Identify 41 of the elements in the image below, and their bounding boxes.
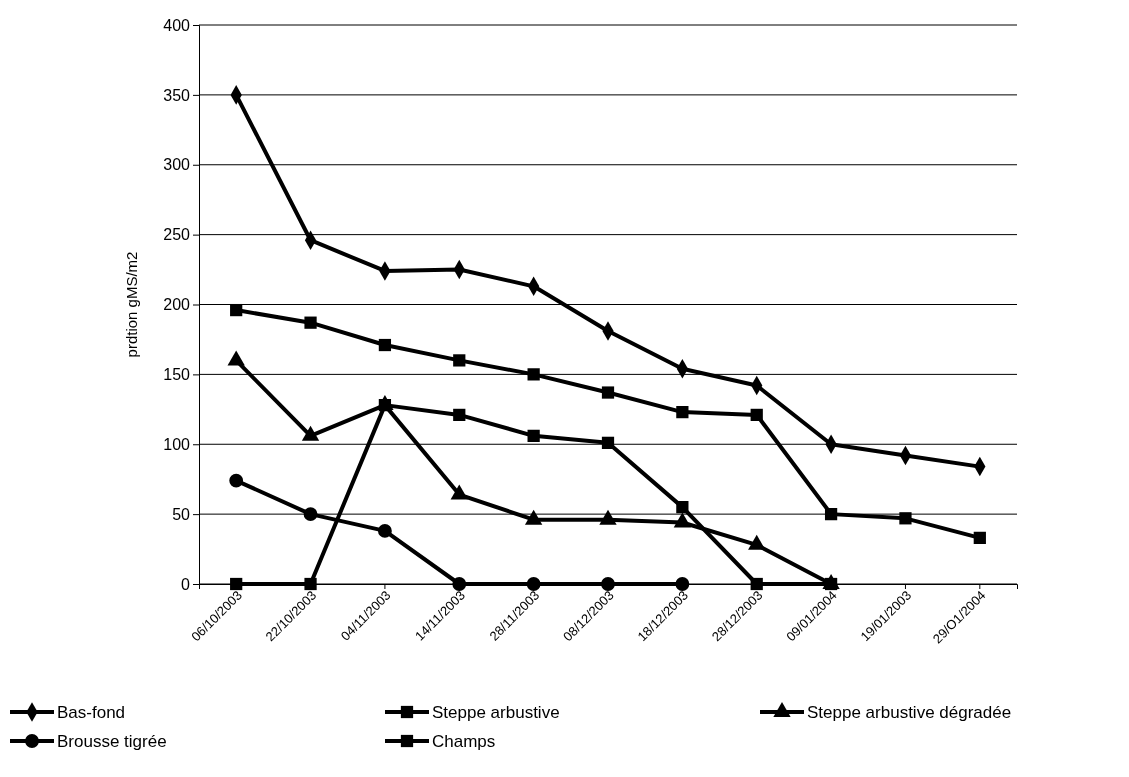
legend-label: Bas-fond	[57, 702, 126, 722]
point	[750, 408, 763, 422]
point	[453, 408, 466, 422]
y-tick-label: 150	[163, 365, 191, 383]
point	[675, 577, 690, 591]
legend-label: Champs	[432, 731, 496, 751]
y-tick-label: 300	[163, 156, 191, 174]
y-tick-label: 350	[163, 86, 191, 104]
point	[526, 577, 541, 591]
point	[601, 436, 615, 449]
point	[230, 303, 243, 317]
point	[304, 577, 317, 591]
point	[453, 354, 466, 367]
legend-label: Brousse tigrée	[57, 731, 167, 751]
y-tick-label: 100	[163, 435, 191, 453]
point	[601, 386, 615, 399]
point	[527, 368, 540, 381]
point	[601, 577, 615, 591]
point	[527, 429, 540, 442]
y-tick-label: 50	[172, 505, 191, 523]
y-tick-label: 200	[163, 296, 191, 314]
y-tick-label: 400	[163, 16, 191, 34]
point	[303, 507, 318, 522]
y-tick-label: 0	[181, 575, 191, 593]
point	[230, 577, 243, 591]
point	[378, 524, 392, 538]
point	[304, 316, 317, 329]
point	[676, 405, 689, 419]
point	[973, 531, 986, 545]
point	[452, 577, 467, 591]
point	[899, 512, 912, 525]
point	[378, 399, 392, 412]
legend-label: Steppe arbustive	[432, 702, 560, 722]
point	[378, 338, 392, 352]
point	[824, 508, 838, 521]
y-axis-title: prdtion gMS/m2	[123, 251, 140, 358]
point	[229, 473, 244, 488]
point	[750, 577, 763, 591]
y-tick-label: 250	[163, 226, 191, 244]
point	[676, 501, 689, 514]
legend-label: Steppe arbustive dégradée	[807, 702, 1012, 722]
